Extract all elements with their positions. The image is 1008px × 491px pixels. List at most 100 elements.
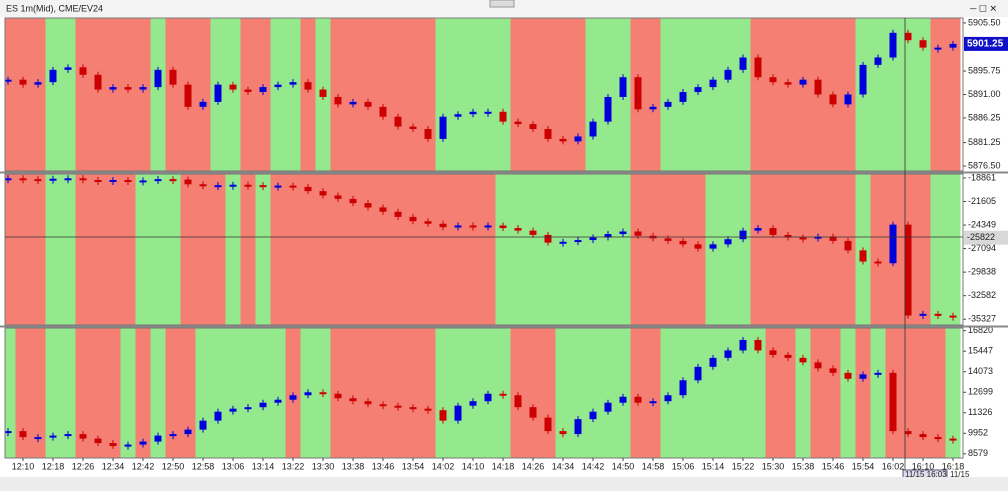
candle bbox=[34, 82, 42, 85]
background-band bbox=[285, 174, 301, 325]
background-band bbox=[720, 328, 736, 458]
background-band bbox=[780, 174, 796, 325]
background-band bbox=[585, 174, 601, 325]
y-tick-label: 5905.50 bbox=[968, 17, 1001, 27]
candle bbox=[889, 372, 897, 432]
background-band bbox=[240, 174, 256, 325]
candle bbox=[259, 402, 267, 408]
background-band bbox=[300, 174, 316, 325]
background-band bbox=[390, 328, 406, 458]
x-tick-label: 13:14 bbox=[252, 461, 275, 471]
background-band bbox=[750, 328, 766, 458]
background-band bbox=[270, 174, 286, 325]
drag-handle[interactable] bbox=[489, 0, 515, 8]
background-band bbox=[285, 18, 301, 171]
background-band bbox=[105, 174, 121, 325]
candle bbox=[139, 180, 147, 183]
background-band bbox=[915, 174, 931, 325]
candle bbox=[394, 211, 402, 217]
candle bbox=[334, 195, 342, 199]
x-tick-label: 14:18 bbox=[492, 461, 515, 471]
background-band bbox=[675, 174, 691, 325]
background-band bbox=[945, 328, 961, 458]
candle bbox=[349, 101, 357, 105]
x-tick-label: 12:18 bbox=[42, 461, 65, 471]
candle bbox=[199, 101, 207, 107]
candle bbox=[304, 186, 312, 192]
background-band bbox=[450, 328, 466, 458]
candle bbox=[409, 407, 417, 410]
x-tick-label: 13:38 bbox=[342, 461, 365, 471]
candle bbox=[124, 444, 132, 447]
background-band bbox=[660, 18, 676, 171]
background-band bbox=[135, 18, 151, 171]
candle bbox=[589, 237, 597, 241]
background-band bbox=[30, 18, 46, 171]
y-tick-label: 5886.25 bbox=[968, 112, 1001, 122]
candle bbox=[124, 180, 132, 183]
candle bbox=[574, 419, 582, 435]
background-band bbox=[165, 18, 181, 171]
x-tick-label: 13:46 bbox=[372, 461, 395, 471]
background-band bbox=[810, 174, 826, 325]
background-band bbox=[720, 18, 736, 171]
background-band bbox=[645, 174, 661, 325]
candle bbox=[454, 225, 462, 228]
background-band bbox=[210, 328, 226, 458]
background-band bbox=[345, 328, 361, 458]
candle bbox=[529, 407, 537, 418]
candle bbox=[304, 82, 312, 90]
candle bbox=[484, 225, 492, 228]
candle bbox=[754, 228, 762, 231]
background-band bbox=[840, 328, 856, 458]
candle bbox=[694, 87, 702, 93]
background-band bbox=[135, 328, 151, 458]
scrollbar[interactable] bbox=[0, 477, 1008, 491]
background-band bbox=[5, 18, 16, 171]
candle bbox=[454, 114, 462, 117]
candle bbox=[874, 57, 882, 65]
background-band bbox=[270, 18, 286, 171]
candle bbox=[49, 178, 57, 181]
background-band bbox=[300, 18, 316, 171]
candle bbox=[814, 362, 822, 369]
candle bbox=[724, 69, 732, 80]
window-buttons[interactable]: ─ ☐ ✕ bbox=[969, 3, 997, 13]
background-band bbox=[360, 18, 376, 171]
background-band bbox=[450, 18, 466, 171]
background-band bbox=[45, 18, 61, 171]
x-tick-label: 14:34 bbox=[552, 461, 575, 471]
x-tick-label: 15:54 bbox=[852, 461, 875, 471]
candle bbox=[4, 431, 12, 434]
candle bbox=[859, 250, 867, 262]
candle bbox=[919, 40, 927, 48]
background-band bbox=[570, 174, 586, 325]
background-band bbox=[525, 328, 541, 458]
background-band bbox=[345, 174, 361, 325]
x-tick-label: 15:14 bbox=[702, 461, 725, 471]
background-band bbox=[615, 328, 631, 458]
candle bbox=[889, 32, 897, 58]
candle bbox=[664, 101, 672, 107]
candle bbox=[589, 411, 597, 420]
candle bbox=[64, 67, 72, 70]
candle bbox=[19, 431, 27, 438]
candle bbox=[754, 339, 762, 351]
candle bbox=[544, 234, 552, 243]
last-value-label: 5901.25 bbox=[967, 39, 1004, 50]
candle bbox=[424, 221, 432, 224]
candle bbox=[559, 241, 567, 244]
y-tick-label: 8579 bbox=[968, 448, 988, 458]
candle bbox=[319, 392, 327, 395]
candle bbox=[379, 106, 387, 117]
x-tick-label: 12:50 bbox=[162, 461, 185, 471]
candle bbox=[904, 224, 912, 316]
y-tick-label: 5881.25 bbox=[968, 137, 1001, 147]
background-band bbox=[540, 18, 556, 171]
background-band bbox=[525, 18, 541, 171]
candle bbox=[814, 79, 822, 95]
background-band bbox=[555, 18, 571, 171]
x-tick-label: 14:50 bbox=[612, 461, 635, 471]
candle bbox=[844, 240, 852, 251]
candle bbox=[214, 84, 222, 102]
